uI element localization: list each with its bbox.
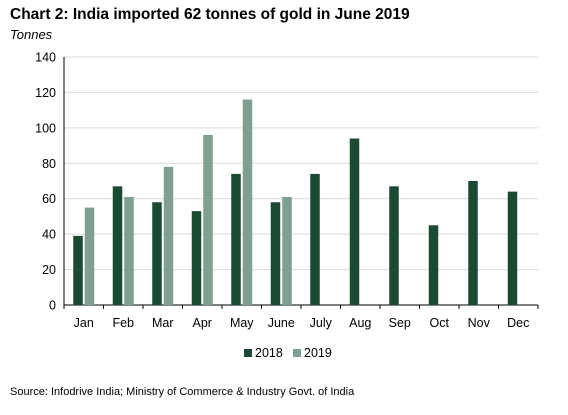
bar-2018-dec <box>507 191 518 305</box>
legend-swatch-2018 <box>244 349 252 357</box>
bar-2018-july <box>310 173 320 305</box>
y-tick-label: 40 <box>42 228 56 242</box>
bar-2018-apr <box>191 211 202 305</box>
legend-swatch-2019 <box>293 349 301 357</box>
x-tick-label: June <box>268 316 295 330</box>
x-tick-label: Oct <box>430 316 450 330</box>
bar-2018-jan <box>73 235 83 305</box>
x-tick-label: Sep <box>389 316 411 330</box>
bar-2019-apr <box>203 134 213 305</box>
bar-chart-plot: 0 20 40 60 80 100 120 140 Jan Feb Mar Apr May June Jul… <box>35 51 539 360</box>
bar-2018-oct <box>428 225 439 305</box>
legend-label-2018: 2018 <box>255 346 283 360</box>
chart-title: Chart 2: India imported 62 tonnes of gol… <box>10 6 410 23</box>
bar-2019-feb <box>124 196 134 305</box>
x-tick-label: Apr <box>193 316 212 330</box>
bar-2018-may <box>231 173 241 305</box>
bar-2019-jan <box>84 207 95 305</box>
bar-2018-aug <box>349 138 360 305</box>
y-tick-label: 140 <box>35 51 56 65</box>
y-axis-unit-label: Tonnes <box>10 27 53 42</box>
legend-label-2019: 2019 <box>304 346 332 360</box>
x-tick-label: July <box>310 316 333 330</box>
source-note: Source: Infodrive India; Ministry of Com… <box>10 386 355 398</box>
bar-2019-june <box>282 196 292 305</box>
y-tick-label: 0 <box>49 299 56 313</box>
y-tick-label: 20 <box>42 263 56 277</box>
x-tick-label: Aug <box>349 316 371 330</box>
x-tick-label: Jan <box>74 316 94 330</box>
bar-2019-mar <box>163 166 174 305</box>
bar-2019-may <box>242 99 253 305</box>
y-tick-label: 100 <box>35 121 56 135</box>
x-tick-label: May <box>230 316 254 330</box>
x-tick-label: Feb <box>112 316 134 330</box>
y-tick-label: 80 <box>42 157 56 171</box>
bar-2018-june <box>270 202 281 305</box>
y-tick-label: 120 <box>35 86 56 100</box>
y-tick-label: 60 <box>42 192 56 206</box>
bar-2018-nov <box>468 181 478 305</box>
bar-2018-sep <box>389 186 399 305</box>
bar-2018-feb <box>112 186 123 305</box>
x-tick-label: Nov <box>468 316 491 330</box>
x-tick-label: Mar <box>152 316 174 330</box>
bar-2018-mar <box>152 202 162 305</box>
x-tick-label: Dec <box>507 316 529 330</box>
